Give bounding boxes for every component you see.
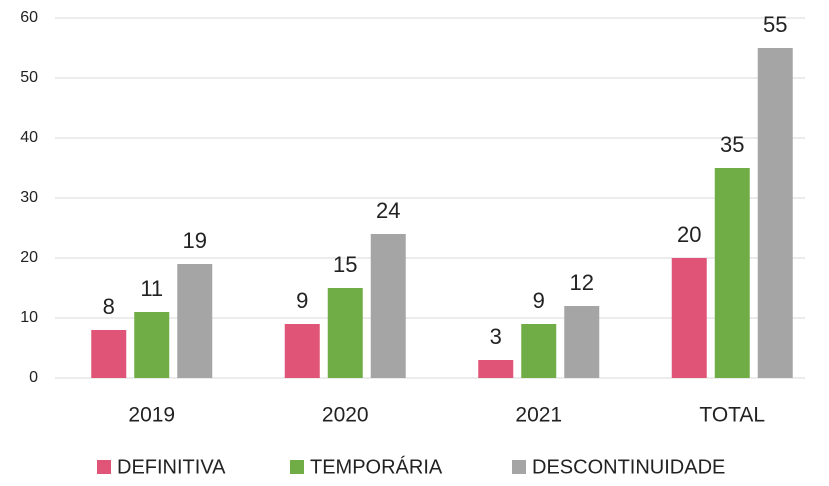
bar — [134, 312, 170, 378]
y-tick-label: 50 — [20, 69, 38, 86]
value-label: 11 — [140, 276, 163, 301]
x-tick-label: 2019 — [128, 404, 175, 427]
bar — [370, 234, 406, 378]
bar — [757, 48, 793, 378]
bar — [478, 360, 514, 378]
bar — [91, 330, 127, 378]
value-label: 24 — [376, 198, 400, 223]
value-label: 19 — [183, 228, 207, 253]
y-tick-label: 60 — [20, 9, 38, 26]
bar — [177, 264, 213, 378]
bar — [327, 288, 363, 378]
bar — [284, 324, 320, 378]
value-label: 55 — [763, 12, 787, 37]
bar — [521, 324, 557, 378]
x-tick-label: 2020 — [322, 404, 369, 427]
value-label: 12 — [570, 270, 594, 295]
legend-swatch — [290, 460, 304, 474]
value-label: 9 — [296, 288, 308, 313]
legend-swatch — [512, 460, 526, 474]
y-tick-label: 40 — [20, 129, 38, 146]
bar — [714, 168, 750, 378]
value-label: 3 — [490, 324, 502, 349]
value-label: 9 — [533, 288, 545, 313]
y-tick-label: 0 — [29, 369, 38, 386]
y-tick-label: 10 — [20, 309, 38, 326]
y-tick-label: 20 — [20, 249, 38, 266]
legend-label: TEMPORÁRIA — [310, 455, 443, 478]
bar — [564, 306, 600, 378]
value-label: 35 — [720, 132, 744, 157]
value-label: 15 — [333, 252, 357, 277]
bar — [671, 258, 707, 378]
legend-label: DEFINITIVA — [117, 456, 226, 478]
y-tick-label: 30 — [20, 189, 38, 206]
x-tick-label: TOTAL — [699, 404, 765, 427]
legend-swatch — [97, 460, 111, 474]
value-label: 8 — [103, 294, 115, 319]
value-label: 20 — [677, 222, 701, 247]
legend-label: DESCONTINUIDADE — [532, 456, 725, 478]
x-tick-label: 2021 — [515, 404, 562, 427]
